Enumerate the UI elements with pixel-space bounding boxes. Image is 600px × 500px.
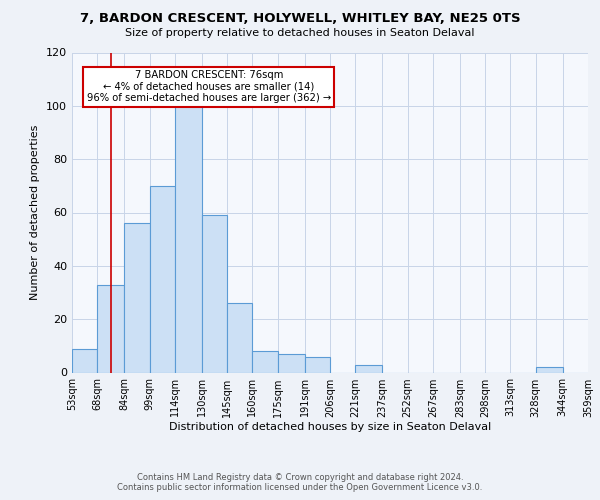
Y-axis label: Number of detached properties: Number of detached properties [31, 125, 40, 300]
Bar [175, 103, 202, 372]
Bar [253, 351, 278, 372]
Bar [124, 223, 149, 372]
Bar [149, 186, 175, 372]
Bar [536, 367, 563, 372]
Bar [97, 284, 124, 372]
X-axis label: Distribution of detached houses by size in Seaton Delaval: Distribution of detached houses by size … [169, 422, 491, 432]
Bar [227, 303, 253, 372]
Bar [278, 354, 305, 372]
Bar [202, 215, 227, 372]
Text: Contains HM Land Registry data © Crown copyright and database right 2024.
Contai: Contains HM Land Registry data © Crown c… [118, 473, 482, 492]
Text: Size of property relative to detached houses in Seaton Delaval: Size of property relative to detached ho… [125, 28, 475, 38]
Text: 7 BARDON CRESCENT: 76sqm
← 4% of detached houses are smaller (14)
96% of semi-de: 7 BARDON CRESCENT: 76sqm ← 4% of detache… [86, 70, 331, 103]
Text: 7, BARDON CRESCENT, HOLYWELL, WHITLEY BAY, NE25 0TS: 7, BARDON CRESCENT, HOLYWELL, WHITLEY BA… [80, 12, 520, 26]
Bar [72, 348, 97, 372]
Bar [355, 364, 382, 372]
Bar [305, 356, 330, 372]
